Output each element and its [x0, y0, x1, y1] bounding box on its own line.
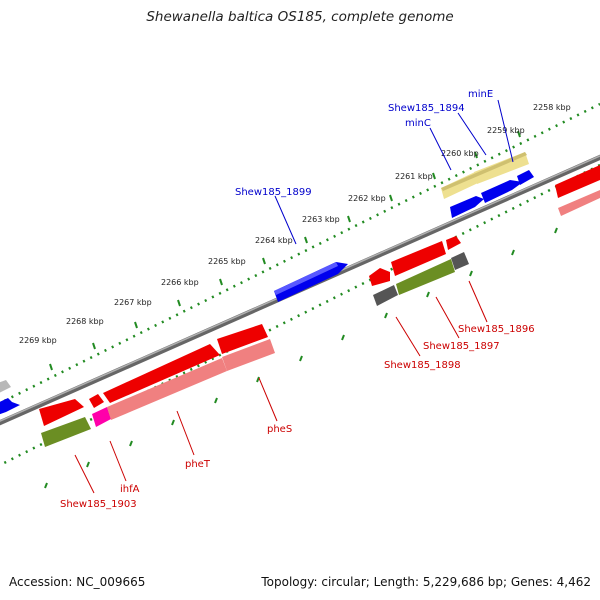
gene-shew185-1899: [274, 262, 348, 302]
gene-label-shew185-1894: Shew185_1894: [388, 103, 465, 114]
gene-pheT: [107, 358, 227, 420]
gene-shew185-1897: [396, 259, 455, 295]
outer-major-ticks: [49, 130, 521, 371]
major-tick: [517, 130, 521, 138]
inner-major-ticks: [44, 227, 558, 489]
leader-ihfA: [109, 440, 127, 482]
gene-label-shew185-1898: Shew185_1898: [384, 360, 461, 371]
major-tick: [304, 236, 308, 244]
major-tick: [171, 419, 175, 426]
kbp-label: 2262 kbp: [348, 194, 386, 203]
gene-label-shew185-1903: Shew185_1903: [60, 499, 137, 510]
major-tick: [426, 291, 430, 298]
gene-pink-partial: [558, 190, 600, 216]
major-tick: [44, 482, 48, 489]
gene-shew185-1898-top: [369, 268, 390, 286]
inner-tick-ring: [0, 163, 600, 467]
major-tick: [134, 321, 138, 329]
gene-label-shew185-1897: Shew185_1897: [423, 341, 500, 352]
major-tick: [389, 194, 393, 202]
label-leaders-reverse: [74, 280, 488, 494]
major-tick: [341, 334, 345, 341]
gene-minD: [481, 180, 523, 203]
major-tick: [86, 461, 90, 468]
gene-pheS-top: [217, 324, 268, 354]
gene-shew185-1899-highlight: [274, 262, 338, 295]
major-tick: [384, 312, 388, 319]
major-tick: [554, 227, 558, 234]
forward-strand-features: [0, 152, 534, 415]
leader-shew185-1898: [395, 316, 421, 357]
gene-arrow-partial: [0, 380, 11, 393]
gene-shew185-1898: [373, 285, 398, 306]
leader-pheT: [176, 410, 195, 456]
kbp-label: 2268 kbp: [66, 317, 104, 326]
gene-minE: [517, 170, 534, 185]
major-tick: [214, 397, 218, 404]
major-tick: [49, 363, 53, 371]
major-tick: [129, 440, 133, 447]
major-tick: [256, 376, 260, 383]
gene-arrow-partial: [0, 398, 20, 415]
kbp-label: 2263 kbp: [302, 215, 340, 224]
gene-pheS: [222, 339, 275, 371]
kbp-label: 2260 kbp: [441, 149, 479, 158]
label-leaders-forward: [274, 99, 514, 245]
leader-shew185-1903: [74, 454, 95, 494]
gene-label-shew185-1899: Shew185_1899: [235, 187, 312, 198]
gene-pheT-top: [103, 344, 220, 403]
reverse-strand-features: [39, 165, 600, 447]
major-tick: [262, 257, 266, 265]
gene-yellow-edge: [441, 152, 527, 191]
gene-label-pheS: pheS: [267, 424, 292, 435]
leader-minE: [497, 99, 514, 163]
gene-shew185-1896: [451, 252, 469, 270]
gene-label-ihfA: ihfA: [120, 484, 140, 495]
major-tick: [432, 172, 436, 180]
gene-ihfA-top: [89, 394, 104, 408]
gene-label-minE: minE: [468, 89, 493, 100]
kbp-scale-labels: 2258 kbp 2259 kbp 2260 kbp 2261 kbp 2262…: [19, 103, 571, 345]
kbp-label: 2264 kbp: [255, 236, 293, 245]
leader-shew185-1897: [435, 296, 460, 339]
kbp-label: 2265 kbp: [208, 257, 246, 266]
gene-red-partial: [555, 165, 600, 198]
kbp-label: 2261 kbp: [395, 172, 433, 181]
gene-shew185-1903-top: [39, 399, 84, 426]
gene-ihfA: [92, 407, 111, 427]
kbp-label: 2266 kbp: [161, 278, 199, 287]
outer-tick-ring: [0, 102, 600, 405]
gene-label-shew185-1896: Shew185_1896: [458, 324, 535, 335]
gene-label-pheT: pheT: [185, 459, 211, 470]
page-title: Shewanella baltica OS185, complete genom…: [146, 9, 454, 25]
major-tick: [511, 249, 515, 256]
gene-shew185-1896-top: [446, 236, 461, 250]
leader-shew185-1894: [457, 112, 487, 156]
leader-shew185-1899: [274, 195, 297, 245]
major-tick: [299, 355, 303, 362]
kbp-label: 2258 kbp: [533, 103, 571, 112]
gene-minC: [450, 196, 484, 218]
major-tick: [92, 342, 96, 350]
leader-shew185-1896: [468, 280, 488, 323]
accession-text: Accession: NC_009665: [9, 575, 146, 589]
kbp-label: 2267 kbp: [114, 298, 152, 307]
gene-shew185-1903: [41, 417, 91, 447]
kbp-label: 2269 kbp: [19, 336, 57, 345]
major-tick: [347, 215, 351, 223]
major-tick: [474, 151, 478, 159]
major-tick: [219, 278, 223, 286]
leader-minC: [429, 127, 452, 171]
gene-shew185-1897-top: [391, 241, 446, 276]
major-tick: [469, 270, 473, 277]
topology-text: Topology: circular; Length: 5,229,686 bp…: [261, 575, 591, 589]
leader-pheS: [258, 377, 278, 422]
gene-label-minC: minC: [405, 118, 431, 129]
major-tick: [177, 299, 181, 307]
